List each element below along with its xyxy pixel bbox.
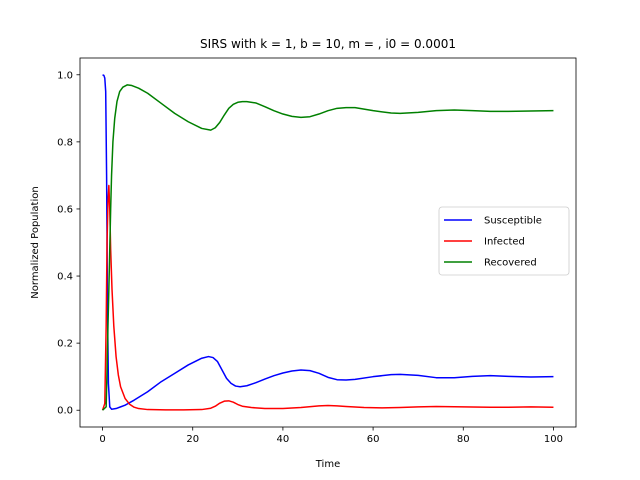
x-tick-label: 100 xyxy=(544,434,563,445)
legend-label-recovered: Recovered xyxy=(484,258,537,269)
x-tick-label: 20 xyxy=(186,434,199,445)
y-tick-label: 0.8 xyxy=(57,137,73,148)
x-tick-label: 40 xyxy=(277,434,290,445)
x-axis-label: Time xyxy=(315,459,340,470)
y-axis-ticks: 0.0 0.2 0.4 0.6 0.8 1.0 xyxy=(57,70,80,417)
x-axis-ticks: 0 20 40 60 80 100 xyxy=(99,427,563,445)
chart-title: SIRS with k = 1, b = 10, m = , i0 = 0.00… xyxy=(200,37,456,51)
series-layer xyxy=(101,74,554,411)
y-tick-label: 0.6 xyxy=(57,204,73,215)
x-tick-label: 80 xyxy=(457,434,470,445)
x-tick-label: 0 xyxy=(99,434,105,445)
series-line-recovered xyxy=(102,84,554,411)
y-tick-label: 1.0 xyxy=(57,70,73,81)
x-tick-label: 60 xyxy=(367,434,380,445)
legend-label-infected: Infected xyxy=(484,237,525,248)
series-line-susceptible xyxy=(102,74,554,410)
series-line-infected xyxy=(101,184,554,411)
legend: Susceptible Infected Recovered xyxy=(438,206,570,276)
y-axis-label: Normalized Population xyxy=(30,186,41,298)
y-tick-label: 0.0 xyxy=(57,406,73,417)
axes-frame xyxy=(79,57,577,428)
y-tick-label: 0.4 xyxy=(57,272,73,283)
y-tick-label: 0.2 xyxy=(57,339,73,350)
legend-box xyxy=(438,206,570,276)
legend-label-susceptible: Susceptible xyxy=(484,216,542,227)
